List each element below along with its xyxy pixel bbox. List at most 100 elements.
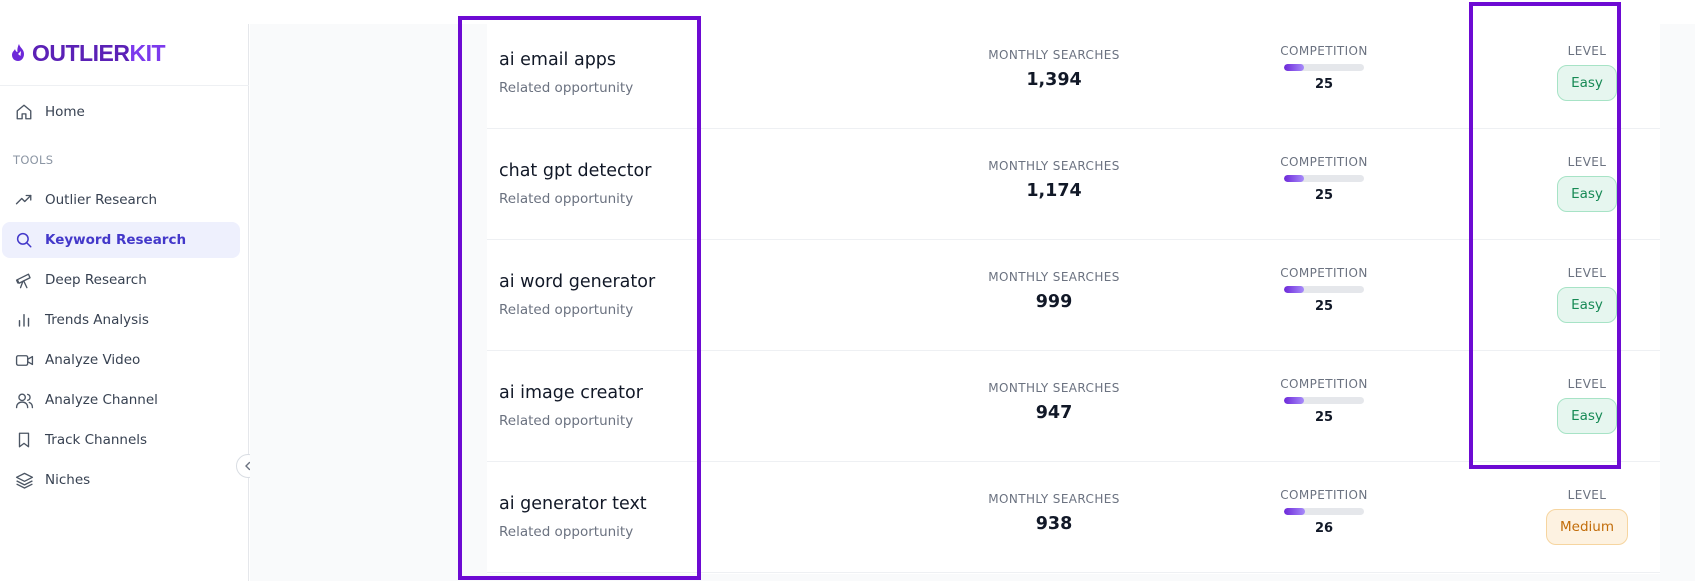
- sidebar-item-label: Niches: [45, 472, 91, 488]
- sidebar-item-label: Track Channels: [45, 432, 148, 448]
- sidebar-item-analyze-video[interactable]: Analyze Video: [2, 342, 240, 378]
- competition-label: COMPETITION: [1280, 155, 1368, 169]
- keyword-row[interactable]: ai email apps Related opportunity MONTHL…: [487, 18, 1660, 129]
- sidebar-item-label: Analyze Video: [45, 352, 141, 368]
- competition: COMPETITION 25: [1264, 377, 1384, 425]
- sidebar-item-label: Trends Analysis: [45, 312, 149, 328]
- sidebar-item-label: Analyze Channel: [45, 392, 158, 408]
- sidebar-item-label: Home: [45, 104, 85, 120]
- monthly-searches-label: MONTHLY SEARCHES: [988, 270, 1120, 284]
- trending-up-icon: [13, 189, 35, 211]
- keyword-title[interactable]: chat gpt detector: [499, 161, 652, 181]
- competition-bar-fill: [1284, 64, 1304, 71]
- sidebar-item-niches[interactable]: Niches: [2, 462, 240, 498]
- monthly-searches-label: MONTHLY SEARCHES: [988, 159, 1120, 173]
- search-icon: [13, 229, 35, 251]
- competition: COMPETITION 25: [1264, 44, 1384, 92]
- competition-bar-fill: [1284, 286, 1304, 293]
- level-label: LEVEL: [1567, 44, 1607, 58]
- level-badge: Easy: [1557, 398, 1617, 434]
- competition-bar: [1284, 175, 1364, 182]
- level: LEVEL Easy: [1532, 155, 1642, 212]
- competition-value: 25: [1314, 77, 1334, 92]
- keyword-subtitle: Related opportunity: [499, 413, 634, 429]
- level: LEVEL Easy: [1532, 266, 1642, 323]
- keyword-row[interactable]: ai generator text Related opportunity MO…: [487, 462, 1660, 573]
- monthly-searches: MONTHLY SEARCHES 938: [979, 492, 1129, 534]
- bookmark-icon: [13, 429, 35, 451]
- sidebar-item-trends-analysis[interactable]: Trends Analysis: [2, 302, 240, 338]
- competition-bar: [1284, 508, 1364, 515]
- competition-label: COMPETITION: [1280, 488, 1368, 502]
- level-label: LEVEL: [1567, 155, 1607, 169]
- brand-logo[interactable]: OUTLIERKIT: [10, 40, 166, 66]
- competition-value: 25: [1314, 188, 1334, 203]
- competition-bar: [1284, 286, 1364, 293]
- telescope-icon: [13, 269, 35, 291]
- keyword-row[interactable]: chat gpt detector Related opportunity MO…: [487, 129, 1660, 240]
- level-label: LEVEL: [1567, 377, 1607, 391]
- sidebar-item-keyword-research[interactable]: Keyword Research: [2, 222, 240, 258]
- competition-label: COMPETITION: [1280, 266, 1368, 280]
- competition-bar: [1284, 397, 1364, 404]
- bar-chart-icon: [13, 309, 35, 331]
- sidebar-item-track-channels[interactable]: Track Channels: [2, 422, 240, 458]
- layers-icon: [13, 469, 35, 491]
- competition-bar-fill: [1284, 175, 1304, 182]
- level: LEVEL Easy: [1532, 377, 1642, 434]
- competition: COMPETITION 25: [1264, 266, 1384, 314]
- competition-bar-fill: [1284, 397, 1304, 404]
- sidebar-item-home[interactable]: Home: [2, 94, 240, 130]
- competition-value: 25: [1314, 299, 1334, 314]
- monthly-searches-value: 938: [1035, 514, 1073, 534]
- sidebar-item-label: Deep Research: [45, 272, 147, 288]
- home-icon: [13, 101, 35, 123]
- keyword-title[interactable]: ai email apps: [499, 50, 617, 70]
- monthly-searches-value: 1,174: [1026, 181, 1082, 201]
- keyword-list: ai email apps Related opportunity MONTHL…: [487, 18, 1660, 574]
- keyword-row[interactable]: ai word generator Related opportunity MO…: [487, 240, 1660, 351]
- monthly-searches: MONTHLY SEARCHES 999: [979, 270, 1129, 312]
- monthly-searches-label: MONTHLY SEARCHES: [988, 381, 1120, 395]
- chevron-left-icon: [245, 461, 251, 471]
- sidebar-item-outlier-research[interactable]: Outlier Research: [2, 182, 240, 218]
- users-icon: [13, 389, 35, 411]
- level: LEVEL Medium: [1532, 488, 1642, 545]
- competition-bar-fill: [1284, 508, 1305, 515]
- monthly-searches-value: 1,394: [1026, 70, 1082, 90]
- level-badge: Easy: [1557, 287, 1617, 323]
- monthly-searches-value: 947: [1035, 403, 1073, 423]
- level-badge: Easy: [1557, 176, 1617, 212]
- keyword-subtitle: Related opportunity: [499, 80, 634, 96]
- level-label: LEVEL: [1567, 266, 1607, 280]
- monthly-searches: MONTHLY SEARCHES 947: [979, 381, 1129, 423]
- keyword-title[interactable]: ai generator text: [499, 494, 647, 514]
- sidebar: OUTLIERKIT Home TOOLS Outlier Research K…: [0, 24, 249, 581]
- section-label-tools: TOOLS: [13, 153, 54, 167]
- competition: COMPETITION 26: [1264, 488, 1384, 536]
- monthly-searches: MONTHLY SEARCHES 1,394: [979, 48, 1129, 90]
- competition-bar: [1284, 64, 1364, 71]
- keyword-subtitle: Related opportunity: [499, 302, 634, 318]
- keyword-title[interactable]: ai image creator: [499, 383, 643, 403]
- sidebar-item-label: Keyword Research: [45, 232, 187, 248]
- logo-divider: [0, 85, 249, 86]
- monthly-searches-label: MONTHLY SEARCHES: [988, 48, 1120, 62]
- monthly-searches-label: MONTHLY SEARCHES: [988, 492, 1120, 506]
- flame-logo-icon: [12, 44, 24, 61]
- level: LEVEL Easy: [1532, 44, 1642, 101]
- competition-value: 25: [1314, 410, 1334, 425]
- sidebar-item-analyze-channel[interactable]: Analyze Channel: [2, 382, 240, 418]
- sidebar-item-deep-research[interactable]: Deep Research: [2, 262, 240, 298]
- keyword-subtitle: Related opportunity: [499, 191, 634, 207]
- sidebar-item-label: Outlier Research: [45, 192, 158, 208]
- competition: COMPETITION 25: [1264, 155, 1384, 203]
- competition-label: COMPETITION: [1280, 44, 1368, 58]
- level-badge: Medium: [1546, 509, 1628, 545]
- keyword-title[interactable]: ai word generator: [499, 272, 656, 292]
- keyword-row[interactable]: ai image creator Related opportunity MON…: [487, 351, 1660, 462]
- competition-value: 26: [1314, 521, 1334, 536]
- monthly-searches: MONTHLY SEARCHES 1,174: [979, 159, 1129, 201]
- level-badge: Easy: [1557, 65, 1617, 101]
- brand-name: OUTLIERKIT: [32, 40, 166, 66]
